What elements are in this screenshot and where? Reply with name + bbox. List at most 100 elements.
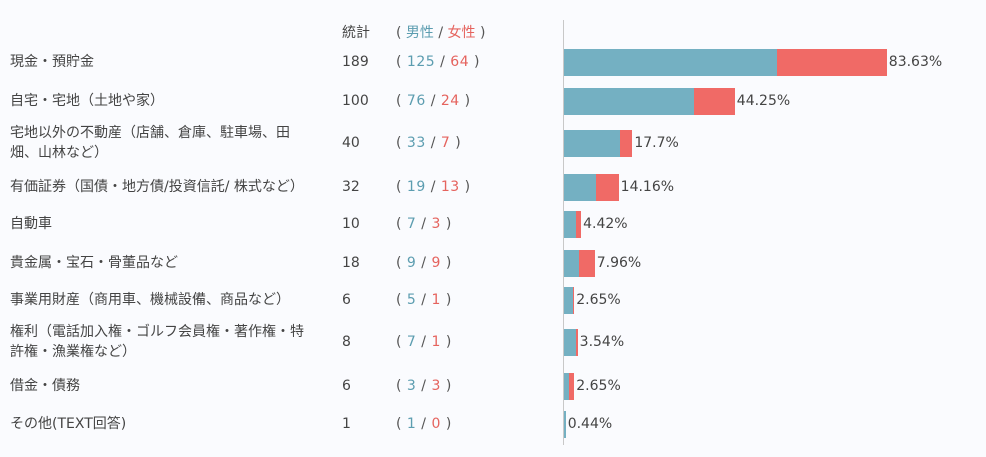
row-gender-breakdown: ( 125 / 64 ) (396, 52, 480, 72)
row-label-line: 事業用財産（商用車、機械設備、商品など） (10, 292, 290, 308)
bar-percent-label: 0.44% (567, 416, 613, 432)
row-male-count: 5 (406, 292, 417, 308)
bar-percent-label: 2.65% (576, 378, 621, 394)
bar-female (596, 173, 619, 201)
row-gender-breakdown: ( 3 / 3 ) (396, 376, 452, 396)
row-paren-open: ( (396, 93, 407, 109)
row-gender-breakdown: ( 19 / 13 ) (396, 177, 471, 197)
row-female-count: 24 (440, 93, 460, 109)
row-label: 自宅・宅地（土地や家） (10, 91, 335, 111)
row-male-count: 3 (406, 378, 417, 394)
row-paren-open: ( (396, 378, 407, 394)
bar-female (579, 249, 595, 277)
row-female-count: 9 (431, 255, 441, 271)
bar-female (569, 372, 575, 400)
row-sep: / (425, 135, 441, 151)
header-gender-legend: ( 男性 / 女性 ) (396, 22, 485, 42)
row-sep: / (416, 334, 432, 350)
row-female-count: 1 (431, 334, 441, 350)
row-paren-close: ) (450, 135, 462, 151)
header-paren-close: ) (480, 25, 486, 41)
bar-male (564, 372, 570, 400)
row-paren-open: ( (396, 416, 407, 432)
bar-male (564, 129, 621, 157)
row-label: その他(TEXT回答) (10, 414, 335, 434)
row-male-count: 9 (406, 255, 417, 271)
row-female-count: 13 (440, 179, 460, 195)
row-gender-breakdown: ( 33 / 7 ) (396, 133, 461, 153)
row-label: 貴金属・宝石・骨董品など (10, 253, 335, 273)
row-sep: / (416, 255, 432, 271)
bar-percent-label: 83.63% (888, 54, 943, 70)
row-paren-open: ( (396, 54, 407, 70)
row-label: 借金・債務 (10, 376, 335, 396)
row-male-count: 7 (406, 216, 417, 232)
row-total: 1 (342, 416, 351, 432)
bar-female (693, 87, 735, 115)
row-total: 18 (342, 255, 360, 271)
header-total-label: 統計 (342, 25, 370, 41)
row-male-count: 76 (406, 93, 426, 109)
row-paren-close: ) (459, 179, 471, 195)
row-paren-open: ( (396, 216, 407, 232)
row-label: 自動車 (10, 214, 335, 234)
bar-male (564, 328, 576, 356)
row-total: 6 (342, 292, 351, 308)
chart-axis-line (563, 20, 564, 445)
row-sep: / (416, 378, 432, 394)
row-male-count: 125 (406, 54, 436, 70)
bar-percent-label: 44.25% (736, 93, 791, 109)
bar-percent-label: 3.54% (579, 334, 625, 350)
row-female-count: 0 (431, 416, 441, 432)
bar-male (564, 249, 580, 277)
row-gender-breakdown: ( 1 / 0 ) (396, 414, 452, 434)
row-label-line: その他(TEXT回答) (10, 416, 127, 432)
row-total: 40 (342, 135, 360, 151)
row-male-count: 7 (406, 334, 417, 350)
row-label: 現金・預貯金 (10, 52, 335, 72)
row-gender-breakdown: ( 5 / 1 ) (396, 290, 452, 310)
row-paren-close: ) (440, 416, 452, 432)
bar-male (564, 410, 566, 438)
row-paren-open: ( (396, 179, 407, 195)
row-label: 有価証券（国債・地方債/投資信託/ 株式など） (10, 177, 335, 197)
row-label-line: 宅地以外の不動産（店舗、倉庫、駐車場、田 (10, 125, 290, 141)
bar-female (575, 328, 578, 356)
row-male-count: 19 (406, 179, 426, 195)
row-label-line: 貴金属・宝石・骨董品など (10, 255, 178, 271)
row-gender-breakdown: ( 7 / 1 ) (396, 332, 452, 352)
row-total: 100 (342, 93, 369, 109)
row-sep: / (435, 54, 451, 70)
row-paren-open: ( (396, 255, 407, 271)
row-gender-breakdown: ( 76 / 24 ) (396, 91, 471, 111)
row-sep: / (425, 93, 441, 109)
row-female-count: 7 (440, 135, 451, 151)
row-paren-close: ) (459, 93, 471, 109)
row-label-line: 許権・漁業権など） (10, 344, 136, 360)
row-gender-breakdown: ( 9 / 9 ) (396, 253, 452, 273)
row-total: 8 (342, 334, 351, 350)
header-sep: / (438, 25, 444, 41)
row-label-line: 自動車 (10, 216, 52, 232)
row-total: 189 (342, 54, 369, 70)
row-sep: / (416, 216, 432, 232)
row-label-line: 現金・預貯金 (10, 54, 94, 70)
row-label-line: 自宅・宅地（土地や家） (10, 93, 164, 109)
row-paren-close: ) (440, 378, 452, 394)
row-paren-close: ) (440, 334, 452, 350)
row-paren-open: ( (396, 292, 407, 308)
row-total: 6 (342, 378, 351, 394)
bar-female (777, 48, 887, 76)
row-gender-breakdown: ( 7 / 3 ) (396, 214, 452, 234)
row-label-line: 畑、山林など） (10, 145, 108, 161)
bar-percent-label: 14.16% (620, 179, 675, 195)
bar-percent-label: 17.7% (634, 135, 679, 151)
row-female-count: 3 (431, 378, 441, 394)
row-sep: / (425, 179, 441, 195)
row-total: 32 (342, 179, 360, 195)
row-male-count: 33 (406, 135, 426, 151)
row-total: 10 (342, 216, 360, 232)
header-male-label: 男性 (405, 25, 434, 41)
row-paren-close: ) (440, 255, 452, 271)
row-paren-open: ( (396, 135, 407, 151)
